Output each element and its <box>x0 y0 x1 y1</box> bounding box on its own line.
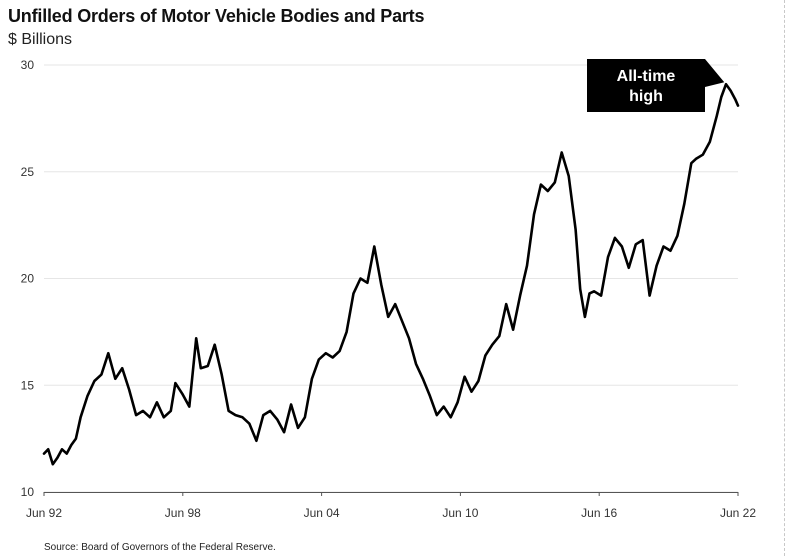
x-tick-label: Jun 16 <box>581 506 617 520</box>
x-tick-label: Jun 22 <box>720 506 756 520</box>
y-tick-label: 25 <box>21 165 35 179</box>
y-tick-label: 20 <box>21 272 35 286</box>
y-tick-label: 10 <box>21 485 35 499</box>
y-tick-label: 15 <box>21 378 35 392</box>
chart-subtitle: $ Billions <box>8 31 73 48</box>
annotation-label: All-time <box>617 68 676 85</box>
x-tick-label: Jun 10 <box>442 506 478 520</box>
x-tick-label: Jun 92 <box>26 506 62 520</box>
x-tick-label: Jun 98 <box>165 506 201 520</box>
page-divider <box>784 0 785 556</box>
source-note: Source: Board of Governors of the Federa… <box>44 542 276 553</box>
annotation-callout <box>587 59 725 112</box>
y-tick-label: 30 <box>21 58 35 72</box>
chart-title: Unfilled Orders of Motor Vehicle Bodies … <box>8 6 425 26</box>
x-tick-label: Jun 04 <box>304 506 340 520</box>
series-line <box>42 82 740 466</box>
annotation-label: high <box>629 88 663 105</box>
